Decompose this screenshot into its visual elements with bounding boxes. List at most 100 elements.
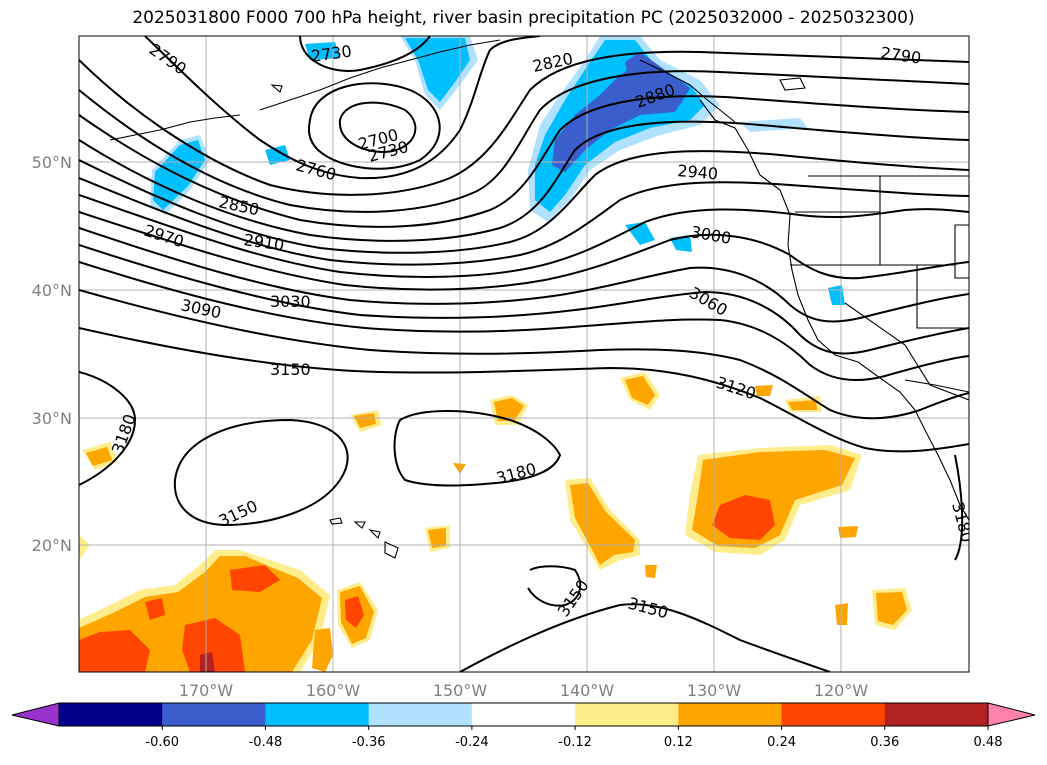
lon-label-140w: 140°W <box>560 681 615 700</box>
contour-3180-closed <box>393 410 562 487</box>
island-b <box>779 77 806 91</box>
shade-pos-blob-d2 <box>494 398 524 421</box>
hawaii-1 <box>329 517 343 525</box>
coast-aleutians <box>109 114 241 141</box>
shade-pos-blob-n <box>645 565 657 578</box>
contour-2820 <box>79 70 969 213</box>
contour-3180-right <box>954 454 964 561</box>
colorbar-cell <box>59 703 163 726</box>
shade-pos-sw-vstrong <box>200 652 215 672</box>
border-state-4 <box>916 265 969 329</box>
contour-3180-left <box>79 371 137 486</box>
hawaii-3 <box>368 529 381 540</box>
shade-pos-blob-l <box>79 535 90 560</box>
contour-3120 <box>79 289 969 420</box>
colorbar-tick-label: -0.24 <box>455 735 489 750</box>
coast-north-america <box>699 99 969 521</box>
contour-2760 <box>144 36 541 180</box>
map-title: 2025031800 F000 700 hPa height, river ba… <box>132 8 915 28</box>
contour-3060 <box>79 244 969 355</box>
border-state-6 <box>954 224 969 279</box>
shade-neg-blob1 <box>265 145 290 165</box>
lon-label-170w: 170°W <box>179 681 234 700</box>
hawaii-2 <box>353 521 366 529</box>
lon-label-120w: 120°W <box>814 681 869 700</box>
colorbar-cell <box>678 703 783 726</box>
colorbar-tick-label: 0.36 <box>870 735 899 750</box>
contour-2940 <box>79 177 969 266</box>
hawaii-4 <box>384 541 399 559</box>
colorbar-max-arrow <box>987 702 1036 727</box>
lat-label-20n: 20°N <box>32 536 72 555</box>
contour-3150-closed <box>173 418 349 527</box>
colorbar-tick-label: -0.36 <box>352 735 386 750</box>
lon-axis: 170°W 160°W 150°W 140°W 130°W 120°W <box>179 681 869 700</box>
shade-pos-blob-h2 <box>788 400 817 410</box>
shade-pos-blob-e2 <box>354 413 376 428</box>
shade-pos-se-strong <box>712 495 775 540</box>
border-mex <box>904 379 969 393</box>
contour-3150-main <box>79 327 969 453</box>
coastlines <box>109 39 969 559</box>
contour-2730-closed <box>308 82 441 170</box>
shade-neg-blob6 <box>305 42 340 60</box>
shade-pos-blob-a3 <box>345 596 364 628</box>
contour-2880 <box>79 120 969 242</box>
lat-label-50n: 50°N <box>32 153 72 172</box>
contour-3030 <box>79 227 969 323</box>
colorbar-cell <box>265 703 370 726</box>
map-panel: 2790 2730 2820 2790 2880 2700 2730 2760 … <box>79 36 969 672</box>
colorbar-cell <box>575 703 679 726</box>
contour-3150-sub <box>527 565 582 607</box>
contour-2910 <box>79 150 969 254</box>
shade-pos-blob-f2 <box>428 528 446 548</box>
lat-axis: 50°N 40°N 30°N 20°N <box>32 153 72 555</box>
colorbar: -0.60 -0.48 -0.36 -0.24 -0.12 0.12 0.24 0.36 0.4… <box>11 702 1036 750</box>
contour-2700-closed <box>338 101 417 154</box>
shade-pos-sw-strong4 <box>145 598 165 620</box>
label-c3030: 3030 <box>270 292 311 311</box>
coast-alaska-pan <box>639 59 736 123</box>
height-contours <box>79 36 969 672</box>
colorbar-cell <box>162 703 266 726</box>
shade-pos-sw-strong2 <box>182 618 245 672</box>
contour-3150-lower <box>459 603 831 672</box>
shade-pos-blob-c2 <box>625 376 655 405</box>
colorbar-cell <box>781 703 886 726</box>
contour-2850 <box>79 95 969 228</box>
colorbar-frame <box>58 702 989 727</box>
colorbar-tick-label: -0.12 <box>558 735 592 750</box>
shade-pos-sw-strong3 <box>230 565 280 592</box>
contour-2790 <box>79 50 969 196</box>
colorbar-cell <box>884 703 989 726</box>
lon-label-130w: 130°W <box>687 681 742 700</box>
contour-2730-low <box>299 36 431 72</box>
colorbar-tick-label: 0.24 <box>767 735 796 750</box>
coast-alaska <box>259 39 501 111</box>
label-c3150a: 3150 <box>270 360 311 379</box>
lon-label-150w: 150°W <box>433 681 488 700</box>
shade-pos-blob-b <box>312 628 333 672</box>
colorbar-tick-label: -0.60 <box>145 735 179 750</box>
precip-shading <box>79 36 912 672</box>
map-frame <box>78 35 970 673</box>
lon-label-160w: 160°W <box>306 681 361 700</box>
lat-label-40n: 40°N <box>32 281 72 300</box>
contour-3090 <box>79 261 969 381</box>
lat-label-30n: 30°N <box>32 409 72 428</box>
colorbar-cell <box>471 703 576 726</box>
contour-2970 <box>79 194 969 278</box>
border-state-5 <box>844 302 969 401</box>
shade-pos-blob-k2 <box>86 447 112 466</box>
shade-pos-blob-m <box>755 385 773 396</box>
shade-neg-alaska-mid <box>405 38 470 102</box>
shade-pos-sw-strong1 <box>79 630 150 672</box>
colorbar-tick-label: -0.48 <box>249 735 283 750</box>
colorbar-cell <box>368 703 473 726</box>
colorbar-tick-label: 0.48 <box>974 735 1003 750</box>
shade-pos-blob-i <box>838 526 858 538</box>
island-a <box>270 84 283 93</box>
colorbar-min-arrow <box>11 702 60 727</box>
shade-neg-gulf-v <box>625 52 690 105</box>
